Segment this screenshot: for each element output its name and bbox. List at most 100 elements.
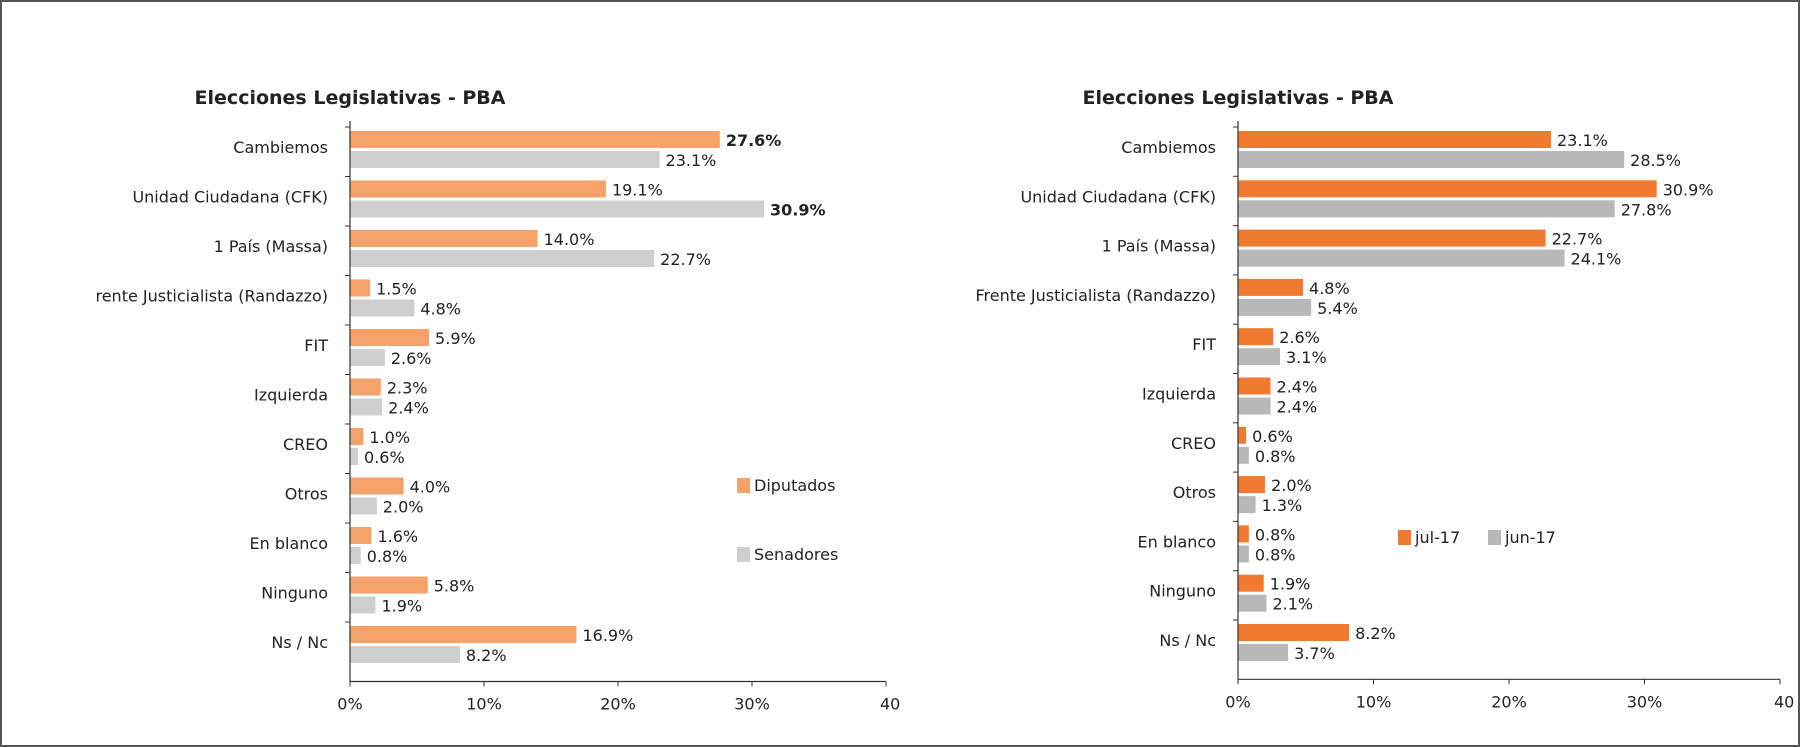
bar-senadores <box>350 349 385 366</box>
bar-jul-17 <box>1238 377 1271 395</box>
legend-swatch <box>737 547 750 562</box>
data-label: 5.4% <box>1317 299 1358 318</box>
bar-diputados <box>350 477 404 495</box>
data-label: 22.7% <box>1552 230 1603 249</box>
bar-jun-17 <box>1238 200 1615 218</box>
category-label: FIT <box>1192 335 1216 354</box>
bar-senadores <box>350 250 655 267</box>
bar-senadores <box>350 547 361 564</box>
x-tick-label: 0% <box>1225 692 1250 711</box>
data-label: 0.6% <box>364 448 405 467</box>
bar-jul-17 <box>1238 180 1657 198</box>
bar-jun-17 <box>1238 545 1249 563</box>
category-label: rente Justicialista (Randazzo) <box>95 287 328 306</box>
data-label: 1.9% <box>381 597 422 616</box>
chart-title: Elecciones Legislativas - PBA <box>1083 87 1394 109</box>
category-label: Cambiemos <box>233 138 328 157</box>
x-tick-label: 10% <box>1356 692 1392 711</box>
data-label: 2.3% <box>387 379 428 398</box>
data-label: 2.4% <box>1277 398 1318 417</box>
chart-left: Elecciones Legislativas - PBA Cambiemos 27… <box>95 87 900 714</box>
data-label: 4.8% <box>1309 279 1350 298</box>
x-tick-label: 30% <box>734 695 770 714</box>
legend-label: Senadores <box>754 545 838 564</box>
category-label: Unidad Ciudadana (CFK) <box>1020 187 1216 206</box>
bar-diputados <box>350 576 428 594</box>
data-label: 3.1% <box>1286 348 1327 367</box>
bar-jul-17 <box>1238 525 1249 543</box>
bar-diputados <box>350 131 720 148</box>
category-label: Ninguno <box>261 584 328 603</box>
bar-senadores <box>350 151 660 168</box>
bar-senadores <box>350 596 376 614</box>
category-label: Unidad Ciudadana (CFK) <box>132 188 328 207</box>
bar-diputados <box>350 279 371 297</box>
data-label: 4.0% <box>410 478 451 497</box>
legend-label: jun-17 <box>1504 528 1556 547</box>
category-label: Otros <box>285 485 328 504</box>
data-label: 30.9% <box>770 201 826 220</box>
bar-senadores <box>350 646 460 663</box>
data-label: 1.0% <box>369 428 410 447</box>
data-label: 30.9% <box>1663 180 1714 199</box>
data-label: 3.7% <box>1294 644 1335 663</box>
data-label: 8.2% <box>1355 624 1396 643</box>
data-label: 0.8% <box>1255 545 1296 564</box>
category-label: Izquierda <box>254 386 328 405</box>
bar-senadores <box>350 497 377 515</box>
data-label: 4.8% <box>420 300 461 319</box>
category-label: Cambiemos <box>1121 138 1216 157</box>
data-label: 0.8% <box>1255 447 1296 466</box>
legend-label: jul-17 <box>1414 528 1460 547</box>
category-label: Otros <box>1173 483 1216 502</box>
data-label: 1.6% <box>377 527 418 546</box>
bar-jun-17 <box>1238 496 1256 514</box>
bar-jun-17 <box>1238 644 1289 661</box>
x-tick-label: 30% <box>1627 692 1663 711</box>
data-label: 2.4% <box>1277 378 1318 397</box>
data-label: 2.1% <box>1272 595 1313 614</box>
bar-jul-17 <box>1238 131 1552 148</box>
data-label: 5.9% <box>435 329 476 348</box>
data-label: 27.6% <box>726 131 782 150</box>
data-label: 1.3% <box>1262 496 1303 515</box>
category-label: Frente Justicialista (Randazzo) <box>975 286 1216 305</box>
data-label: 2.6% <box>391 349 432 368</box>
bar-diputados <box>350 428 364 445</box>
data-label: 23.1% <box>1557 131 1608 150</box>
bar-jun-17 <box>1238 298 1312 316</box>
category-label: Ns / Nc <box>1159 631 1216 650</box>
bar-senadores <box>350 200 765 218</box>
bar-jul-17 <box>1238 574 1264 592</box>
bar-jun-17 <box>1238 397 1271 415</box>
x-tick-label: 40% <box>880 695 900 714</box>
x-tick-label: 40 <box>1774 692 1794 711</box>
category-label: En blanco <box>250 534 328 553</box>
data-label: 27.8% <box>1621 200 1672 219</box>
data-label: 2.6% <box>1279 328 1320 347</box>
data-label: 14.0% <box>544 230 595 249</box>
category-label: En blanco <box>1138 532 1216 551</box>
legend-label: Diputados <box>754 476 835 495</box>
bar-jun-17 <box>1238 594 1267 612</box>
data-label: 22.7% <box>660 250 711 269</box>
chart-right: Elecciones Legislativas - PBA Cambiemos 23… <box>975 87 1794 711</box>
bar-senadores <box>350 448 359 465</box>
bar-senadores <box>350 299 415 317</box>
category-label: Izquierda <box>1142 385 1216 404</box>
data-label: 8.2% <box>466 646 507 665</box>
legend-swatch <box>737 478 750 493</box>
x-tick-label: 20% <box>600 695 636 714</box>
legend-swatch <box>1488 530 1501 545</box>
x-tick-label: 20% <box>1491 692 1527 711</box>
data-label: 1.5% <box>376 280 417 299</box>
bar-jul-17 <box>1238 624 1350 641</box>
data-label: 5.8% <box>434 577 475 596</box>
bar-jun-17 <box>1238 446 1249 464</box>
data-label: 2.0% <box>1271 476 1312 495</box>
bar-jul-17 <box>1238 426 1247 444</box>
data-label: 19.1% <box>612 181 663 200</box>
legend-swatch <box>1398 530 1411 545</box>
data-label: 2.4% <box>388 399 429 418</box>
bar-jun-17 <box>1238 249 1565 267</box>
